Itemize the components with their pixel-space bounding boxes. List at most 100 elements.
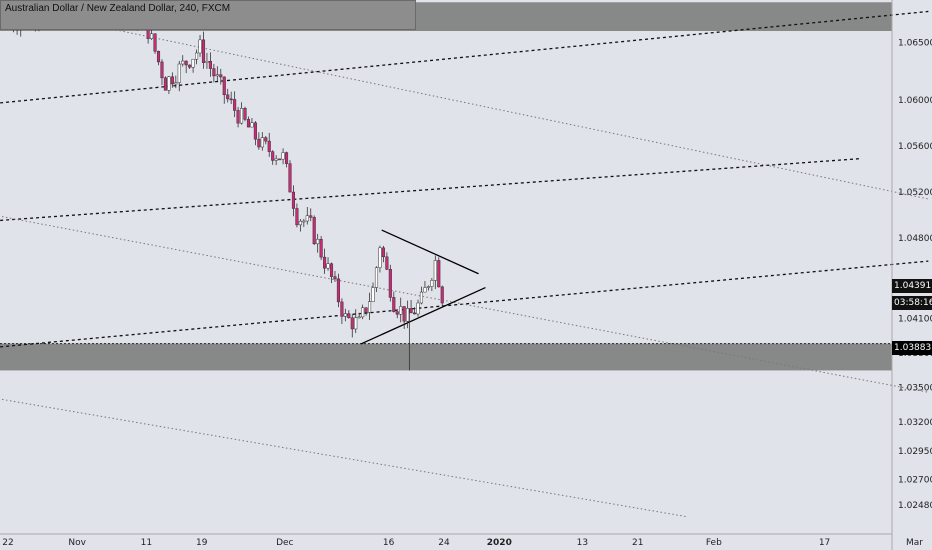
price-tick-label: 1.05200 [898, 188, 932, 198]
time-tick-label: 24 [438, 538, 450, 548]
time-tick-label: 11 [141, 538, 152, 548]
bull-candle [374, 267, 379, 288]
bear-candle [312, 217, 316, 245]
countdown-tag: 03:58:16 [892, 296, 932, 310]
bear-candle [246, 119, 251, 128]
bull-candle [423, 287, 427, 293]
bear-candle [309, 215, 313, 218]
bull-candle [378, 247, 382, 268]
bear-candle [395, 311, 399, 315]
bear-candle [440, 286, 444, 304]
price-tick-label: 1.02700 [898, 476, 932, 486]
bear-candle [278, 158, 282, 161]
price-tick-label: 1.05600 [898, 142, 932, 152]
trend-line-dashed [0, 158, 860, 222]
bear-candle [402, 306, 406, 322]
bull-candle [416, 302, 420, 315]
trend-line-dashed [0, 260, 929, 348]
bear-candle [163, 77, 167, 91]
bull-candle [419, 291, 424, 304]
bear-candle [222, 76, 226, 96]
bear-candle [319, 238, 323, 258]
bear-candle [257, 138, 261, 148]
bull-candle [240, 108, 244, 124]
bull-candle [354, 317, 358, 330]
bear-candle [201, 39, 206, 63]
bear-candle [329, 263, 334, 277]
bear-candle [208, 60, 212, 69]
price-tick-label: 1.02950 [898, 447, 932, 457]
bull-candle [298, 220, 302, 226]
time-tick-label: 16 [383, 538, 395, 548]
bear-candle [153, 33, 157, 52]
bear-candle [336, 278, 340, 303]
bull-candle [274, 158, 278, 161]
bear-candle [413, 312, 417, 315]
bull-candle [198, 39, 202, 54]
price-tick-label: 1.04800 [898, 234, 932, 244]
symbol-title: Australian Dollar / New Zealand Dollar, … [5, 3, 231, 14]
bull-candle [215, 74, 219, 77]
bear-candle [291, 191, 295, 209]
bull-candle [326, 263, 330, 269]
time-tick-label: 19 [196, 538, 208, 548]
last-price-tag: 1.04391 [892, 279, 932, 293]
bull-candle [302, 220, 306, 223]
bear-candle [392, 297, 396, 312]
bear-candle [364, 307, 368, 313]
price-tick-label: 1.04100 [898, 315, 932, 325]
trend-line-solid [360, 286, 486, 345]
bear-candle [350, 317, 354, 330]
bear-candle [333, 276, 337, 280]
symbol-title-box[interactable]: Australian Dollar / New Zealand Dollar, … [0, 0, 416, 30]
bear-candle [381, 247, 385, 258]
trend-line-dashed [0, 10, 929, 104]
time-tick-label: Dec [276, 538, 293, 548]
time-tick-label: 22 [2, 538, 13, 548]
bear-candle [160, 61, 164, 79]
bull-candle [426, 286, 430, 288]
bull-candle [167, 76, 171, 91]
bear-candle [267, 140, 271, 152]
bear-candle [188, 64, 192, 68]
bear-candle [323, 256, 327, 269]
bull-candle [177, 63, 181, 83]
bull-candle [368, 301, 372, 313]
bull-candle [174, 82, 178, 85]
bear-candle [236, 110, 240, 124]
time-tick-label: 21 [632, 538, 643, 548]
time-tick-label: 17 [819, 538, 830, 548]
price-tick-label: 1.02480 [898, 501, 932, 511]
bull-candle [305, 215, 309, 222]
trend-line-dotted [0, 398, 687, 518]
bear-candle [388, 269, 392, 298]
bull-candle [205, 60, 209, 63]
bear-candle [385, 256, 389, 270]
bear-candle [219, 74, 223, 78]
bull-candle [316, 238, 320, 245]
bear-candle [340, 301, 344, 317]
time-tick-label: Mar [906, 538, 923, 548]
price-tick-label: 1.06500 [898, 39, 932, 49]
bear-candle [212, 68, 216, 77]
bull-candle [181, 60, 185, 65]
bear-candle [295, 208, 299, 226]
bear-candle [271, 151, 275, 161]
bear-candle [347, 313, 351, 319]
bull-candle [399, 306, 403, 315]
bull-candle [250, 122, 254, 128]
bull-candle [281, 152, 285, 160]
level-price-tag: 1.03883 [892, 341, 932, 355]
price-tick-label: 1.03200 [898, 418, 932, 428]
bull-candle [191, 58, 195, 68]
bull-candle [371, 287, 375, 302]
bear-candle [226, 94, 230, 100]
time-tick-label: 2020 [487, 538, 512, 548]
bear-candle [437, 260, 441, 288]
bull-candle [195, 52, 199, 60]
trend-line-dotted [0, 5, 929, 200]
bear-candle [184, 60, 188, 66]
bull-candle [433, 260, 437, 281]
